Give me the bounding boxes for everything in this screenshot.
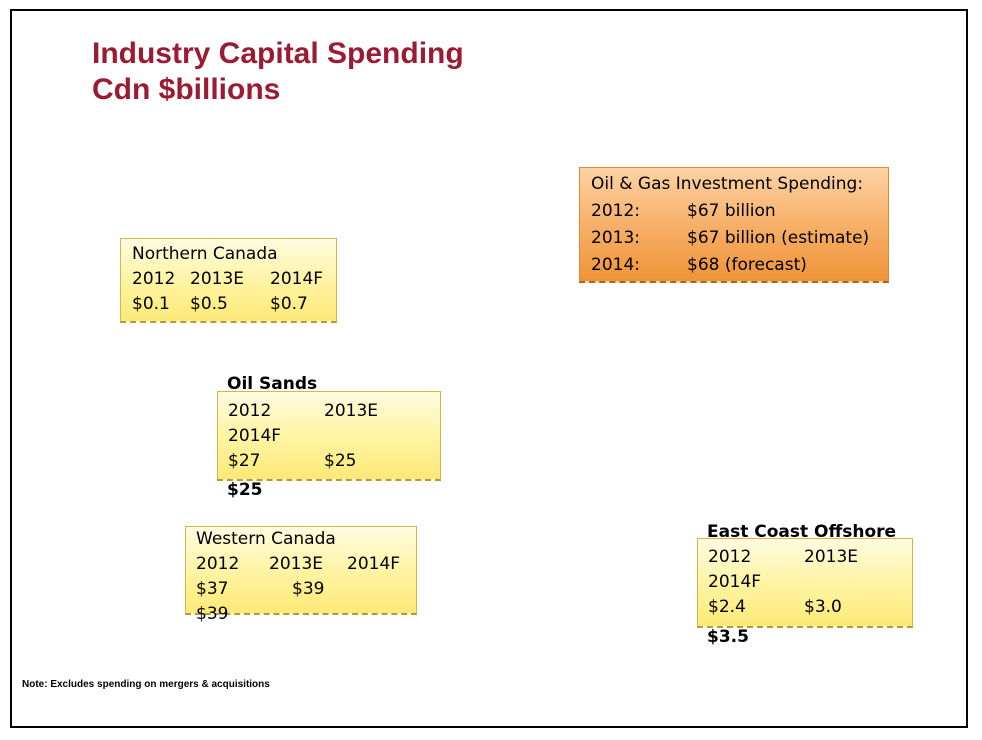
- year-label: 2013E: [269, 554, 324, 574]
- year-label: 2013E: [190, 269, 245, 289]
- investment-year: 2013:: [591, 228, 640, 248]
- value-label: $3.0: [804, 597, 842, 617]
- western-canada-box: Western Canada 2012 2013E 2014F $37 $39 $39: [185, 526, 417, 624]
- northern-canada-box: Northern Canada 2012 2013E 2014F $0.1 $0.5 $…: [120, 238, 337, 323]
- title-line-2: Cdn $billions: [92, 73, 281, 106]
- slide-frame: [10, 9, 968, 728]
- year-label: 2013E: [804, 547, 859, 567]
- oil-sands-box: 2012 2013E 2014F $27 $25: [217, 391, 441, 481]
- value-label: $39: [292, 579, 325, 599]
- investment-value: $67 billion: [687, 201, 776, 221]
- year-label: 2012: [228, 401, 272, 421]
- year-label: 2012: [708, 547, 752, 567]
- year-label: 2012: [196, 554, 240, 574]
- east-coast-box: 2012 2013E 2014F $2.4 $3.0: [697, 538, 913, 628]
- value-label: $0.7: [270, 294, 308, 314]
- value-label: $0.5: [190, 294, 228, 314]
- title-line-1: Industry Capital Spending: [92, 37, 464, 70]
- year-label: 2013E: [324, 401, 379, 421]
- region-heading: Northern Canada: [132, 244, 278, 264]
- value-label: $0.1: [132, 294, 170, 314]
- east-coast-heading: East Coast Offshore: [707, 522, 897, 542]
- investment-year: 2012:: [591, 201, 640, 221]
- region-heading: Western Canada: [196, 529, 336, 549]
- value-label: $25: [324, 451, 357, 471]
- value-label: $39: [196, 604, 229, 624]
- year-label: 2014F: [708, 572, 762, 592]
- investment-year: 2014:: [591, 255, 640, 275]
- value-overflow: $3.5: [707, 627, 749, 647]
- year-label: 2014F: [347, 554, 401, 574]
- oil-sands-heading: Oil Sands: [227, 374, 318, 394]
- footnote: Note: Excludes spending on mergers & acq…: [22, 679, 270, 690]
- year-label: 2012: [132, 269, 176, 289]
- investment-heading: Oil & Gas Investment Spending:: [591, 174, 864, 194]
- value-label: $2.4: [708, 597, 746, 617]
- year-label: 2014F: [270, 269, 324, 289]
- value-overflow: $25: [227, 480, 263, 500]
- value-label: $27: [228, 451, 261, 471]
- investment-value: $67 billion (estimate): [687, 228, 870, 248]
- slide-title: Industry Capital Spending Cdn $billions: [92, 36, 464, 108]
- value-label: $37: [196, 579, 229, 599]
- year-label: 2014F: [228, 426, 282, 446]
- investment-value: $68 (forecast): [687, 255, 807, 275]
- investment-box: Oil & Gas Investment Spending: 2012: $67 …: [579, 167, 889, 283]
